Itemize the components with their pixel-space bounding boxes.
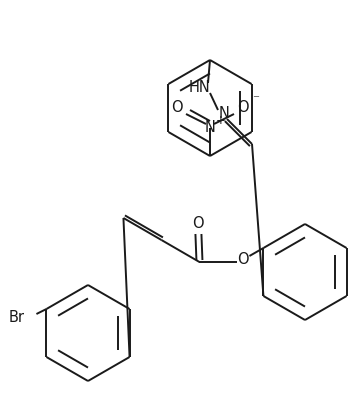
Text: ⁻: ⁻	[253, 94, 260, 107]
Text: O: O	[193, 217, 204, 232]
Text: N: N	[205, 121, 215, 135]
Text: O: O	[238, 252, 249, 267]
Text: O: O	[237, 101, 249, 115]
Text: +: +	[216, 115, 226, 127]
Text: HN: HN	[189, 80, 211, 96]
Text: Br: Br	[8, 310, 24, 324]
Text: O: O	[171, 101, 183, 115]
Text: N: N	[218, 107, 229, 121]
